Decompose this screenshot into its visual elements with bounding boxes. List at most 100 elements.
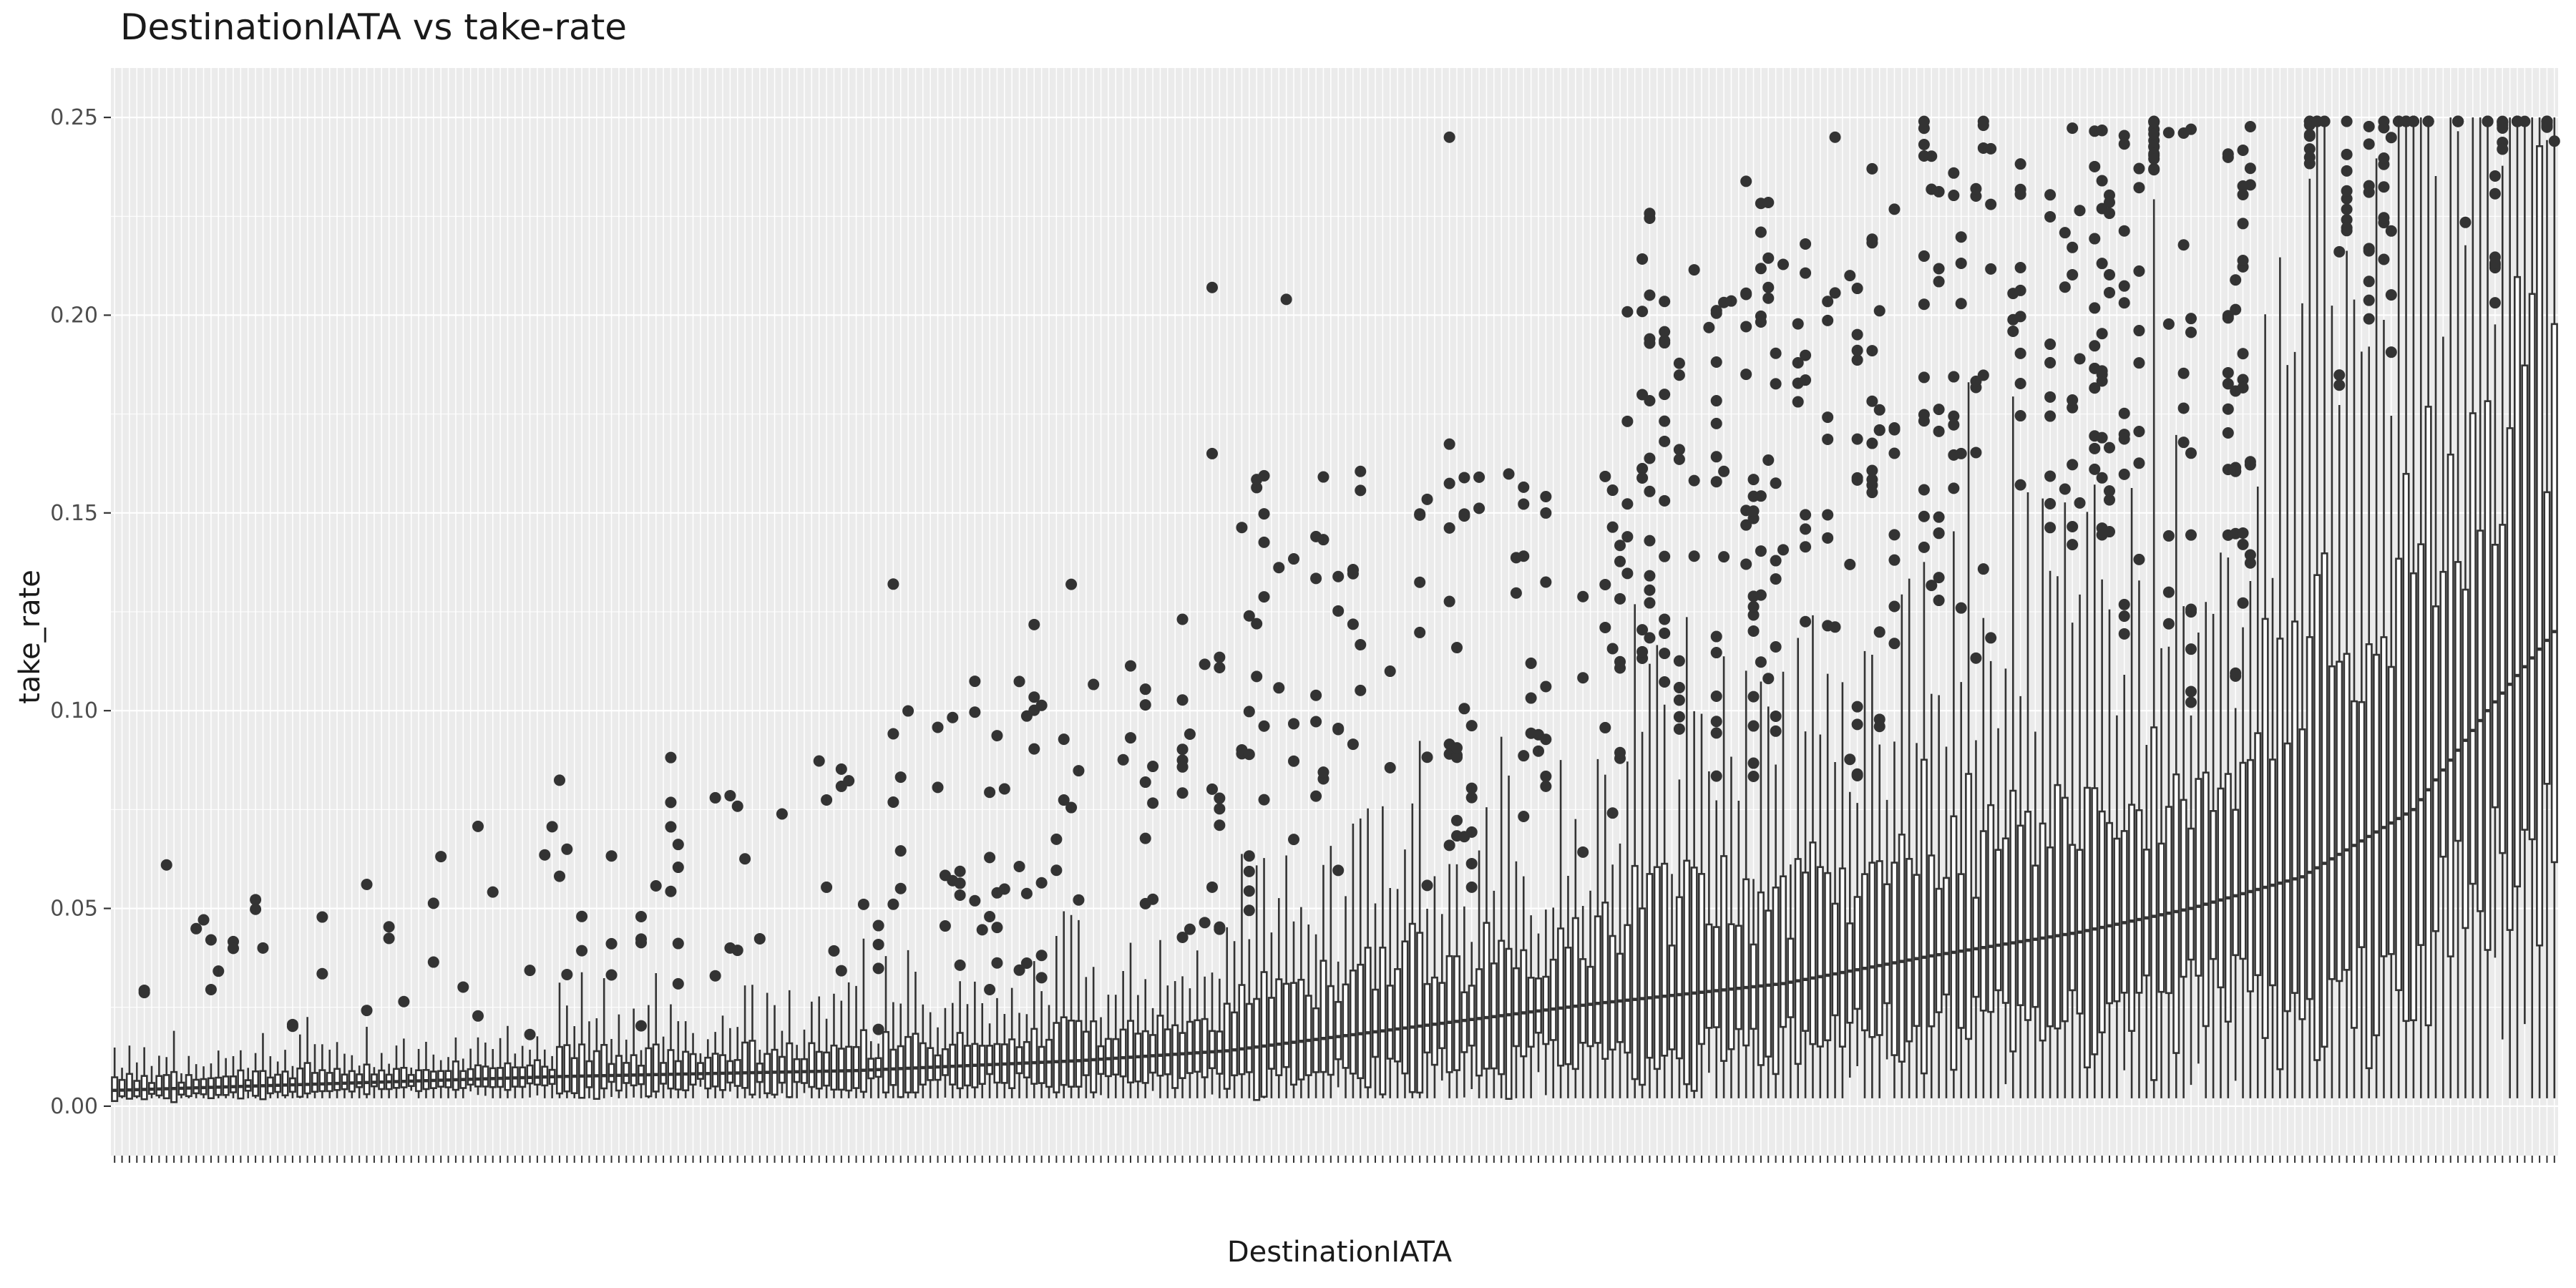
box	[615, 1055, 623, 1092]
outlier-point	[2133, 357, 2145, 369]
box	[748, 1040, 756, 1096]
outlier-point	[2303, 143, 2316, 155]
outlier-point	[1518, 810, 1530, 822]
outlier-point	[2044, 391, 2057, 403]
outlier-point	[457, 981, 469, 993]
outlier-point	[1451, 742, 1463, 754]
outlier-point	[1955, 602, 1967, 614]
outlier-point	[2044, 522, 2057, 534]
box	[1512, 967, 1520, 1048]
box	[2365, 643, 2373, 1070]
box	[1653, 866, 1661, 1070]
outlier-point	[1347, 738, 1359, 751]
outlier-point	[1866, 437, 1878, 449]
outlier-point	[2385, 132, 2397, 144]
outlier-point	[1933, 511, 1945, 523]
outlier-point	[1540, 780, 1552, 792]
box	[348, 1070, 356, 1093]
outlier-point	[1176, 694, 1189, 706]
outlier-point	[2118, 598, 2130, 610]
outlier-point	[398, 995, 410, 1008]
outlier-point	[2014, 183, 2026, 195]
outlier-point	[1933, 527, 1945, 540]
box	[2061, 796, 2069, 1023]
box	[2291, 620, 2299, 994]
outlier-point	[1258, 720, 1270, 732]
box	[2454, 561, 2462, 842]
outlier-point	[1866, 487, 1878, 499]
box	[1875, 860, 1883, 1036]
box	[1609, 935, 1616, 1051]
outlier-point	[138, 987, 150, 999]
outlier-point	[2148, 128, 2160, 140]
outlier-point	[2096, 258, 2108, 270]
outlier-point	[1028, 618, 1040, 630]
box	[1357, 963, 1365, 1080]
box	[274, 1073, 282, 1093]
box	[941, 1048, 949, 1076]
outlier-point	[1873, 404, 1885, 416]
outlier-point	[1755, 545, 1767, 557]
box	[2172, 773, 2180, 1054]
outlier-point	[1214, 923, 1226, 935]
box	[904, 1035, 912, 1094]
outlier-point	[1822, 532, 1834, 544]
outlier-point	[1888, 638, 1901, 650]
outlier-point	[1673, 453, 1685, 465]
outlier-point	[1755, 263, 1767, 275]
outlier-point	[1829, 621, 1841, 633]
box	[2417, 543, 2425, 946]
box	[2128, 804, 2136, 1032]
box	[1023, 1040, 1030, 1079]
box	[2165, 806, 2172, 995]
outlier-point	[2378, 152, 2390, 165]
outlier-point	[1762, 252, 1775, 264]
outlier-point	[1747, 770, 1760, 782]
box	[2336, 660, 2343, 982]
box	[326, 1072, 333, 1093]
outlier-point	[1355, 484, 1367, 497]
outlier-point	[1465, 782, 1478, 794]
outlier-point	[2118, 407, 2130, 419]
outlier-point	[1473, 471, 1485, 483]
box	[2142, 849, 2150, 977]
outlier-point	[1332, 723, 1345, 736]
outlier-point	[1644, 289, 1656, 301]
box	[689, 1053, 697, 1086]
box	[2195, 778, 2202, 977]
outlier-point	[1792, 357, 1804, 369]
outlier-point	[1035, 877, 1048, 889]
outlier-point	[2133, 457, 2145, 469]
outlier-point	[1139, 832, 1151, 844]
box	[830, 1044, 838, 1091]
outlier-point	[1621, 306, 1634, 318]
outlier-point	[1020, 957, 1033, 970]
outlier-point	[2303, 129, 2316, 141]
outlier-point	[2089, 442, 2101, 454]
box	[356, 1073, 364, 1088]
outlier-point	[472, 1010, 484, 1022]
box	[889, 1048, 897, 1086]
outlier-point	[1822, 411, 1834, 424]
outlier-point	[724, 789, 736, 801]
box	[2484, 400, 2492, 951]
outlier-point	[1659, 415, 1671, 427]
box	[1853, 896, 1861, 1010]
y-tick-label: 0.20	[50, 303, 98, 328]
outlier-point	[1644, 570, 1656, 582]
outlier-point	[2222, 151, 2234, 163]
outlier-point	[739, 853, 751, 865]
outlier-point	[1873, 713, 1885, 726]
outlier-point	[1777, 544, 1789, 556]
outlier-point	[576, 910, 588, 922]
outlier-point	[1710, 356, 1722, 368]
box	[2150, 726, 2158, 1081]
box	[2239, 761, 2247, 960]
outlier-point	[1414, 576, 1426, 588]
outlier-point	[1659, 648, 1671, 660]
outlier-point	[2096, 328, 2108, 340]
box	[1349, 970, 1357, 1075]
outlier-point	[2363, 275, 2375, 288]
outlier-point	[1926, 580, 1938, 592]
outlier-point	[2118, 138, 2130, 150]
